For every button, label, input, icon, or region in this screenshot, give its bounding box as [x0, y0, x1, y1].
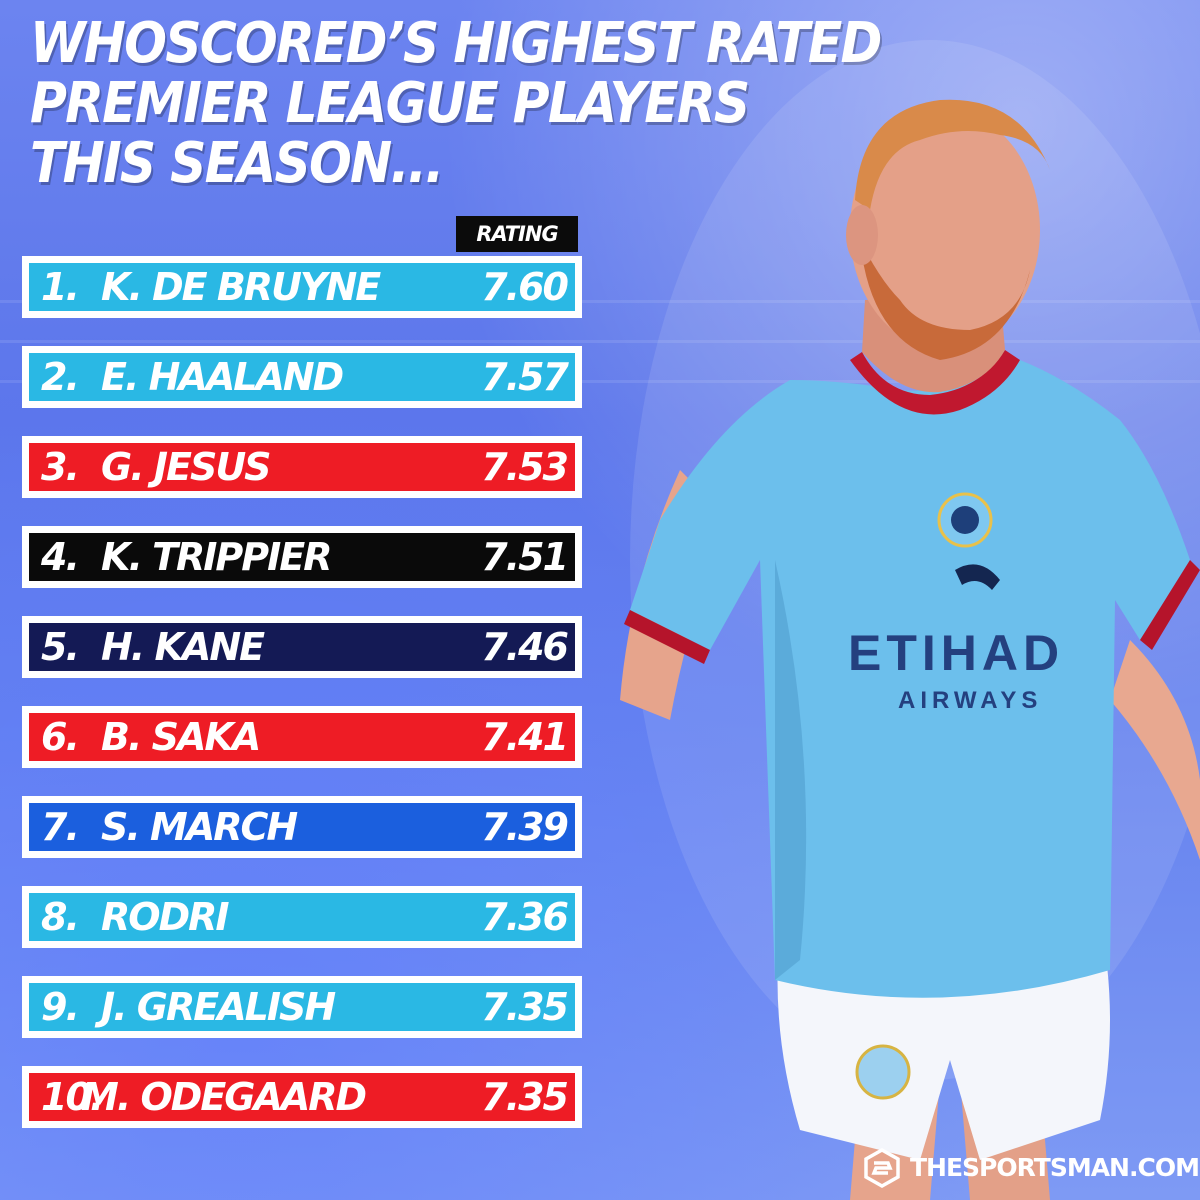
ranking-row: 10. M. ODEGAARD 7.35 [22, 1066, 582, 1128]
row-player-name: RODRI [101, 895, 230, 939]
row-rank: 4. [41, 535, 80, 579]
stadium-stand-line [0, 300, 1200, 303]
title-line-2: PREMIER LEAGUE PLAYERS [30, 71, 750, 136]
ranking-row-bar: 10. M. ODEGAARD 7.35 [29, 1073, 575, 1121]
player-hair [855, 99, 1050, 210]
shirt-sponsor-sub: AIRWAYS [898, 687, 1042, 714]
ranking-row-bar: 2. E. HAALAND 7.57 [29, 353, 575, 401]
row-rating: 7.35 [481, 985, 569, 1029]
row-player-name: K. TRIPPIER [101, 535, 332, 579]
row-rank: 6. [41, 715, 80, 759]
ranking-row: 8. RODRI 7.36 [22, 886, 582, 948]
row-player-name: K. DE BRUYNE [101, 265, 381, 309]
row-player-name: J. GREALISH [101, 985, 336, 1029]
player-shirt [630, 360, 1190, 998]
ranking-row-bar: 5. H. KANE 7.46 [29, 623, 575, 671]
row-rank: 2. [41, 355, 80, 399]
ranking-row: 6. B. SAKA 7.41 [22, 706, 582, 768]
player-beard [860, 240, 1030, 360]
shirt-shade [775, 560, 807, 980]
player-right-arm [1110, 640, 1200, 860]
title-line-3: THIS SEASON... [30, 131, 444, 196]
player-head [850, 110, 1040, 350]
stadium-stand-line [0, 340, 1200, 343]
player-photo: ETIHAD AIRWAYS [620, 40, 1200, 1200]
stadium-stand-line [0, 380, 1200, 383]
row-rank: 3. [41, 445, 80, 489]
sleeve-trim-left [624, 610, 710, 664]
row-rank: 1. [41, 265, 80, 309]
brand-hexagon-icon [864, 1148, 900, 1188]
page-title: WHOSCORED’S HIGHEST RATED PREMIER LEAGUE… [30, 14, 930, 194]
ranking-row: 4. K. TRIPPIER 7.51 [22, 526, 582, 588]
player-ear [846, 205, 878, 265]
row-player-name: H. KANE [101, 625, 265, 669]
ranking-row-bar: 6. B. SAKA 7.41 [29, 713, 575, 761]
kit-brand-logo-icon [955, 564, 1000, 590]
brand-name: THESPORTSMAN.COM [910, 1153, 1200, 1182]
ranking-row: 3. G. JESUS 7.53 [22, 436, 582, 498]
shirt-sponsor-main: ETIHAD [848, 625, 1064, 681]
ranking-row-bar: 1. K. DE BRUYNE 7.60 [29, 263, 575, 311]
sleeve-trim-right [1140, 560, 1200, 650]
club-badge-inner [951, 506, 979, 534]
brand-logo: THESPORTSMAN.COM [862, 1148, 1200, 1188]
row-player-name: B. SAKA [101, 715, 261, 759]
ranking-row-bar: 3. G. JESUS 7.53 [29, 443, 575, 491]
ranking-row-bar: 8. RODRI 7.36 [29, 893, 575, 941]
row-player-name: S. MARCH [101, 805, 298, 849]
ranking-row: 9. J. GREALISH 7.35 [22, 976, 582, 1038]
ranking-row: 5. H. KANE 7.46 [22, 616, 582, 678]
ranking-row: 7. S. MARCH 7.39 [22, 796, 582, 858]
shirt-collar [850, 350, 1020, 415]
row-rating: 7.41 [481, 715, 569, 759]
row-rating: 7.36 [481, 895, 569, 939]
row-player-name: E. HAALAND [101, 355, 344, 399]
title-line-1: WHOSCORED’S HIGHEST RATED [30, 11, 882, 76]
row-rating: 7.39 [481, 805, 569, 849]
ranking-row-bar: 4. K. TRIPPIER 7.51 [29, 533, 575, 581]
row-rank: 7. [41, 805, 80, 849]
ranking-row: 1. K. DE BRUYNE 7.60 [22, 256, 582, 318]
row-rank: 10. [41, 1075, 104, 1119]
row-rating: 7.35 [481, 1075, 569, 1119]
row-rating: 7.60 [481, 265, 569, 309]
row-rating: 7.46 [481, 625, 569, 669]
ranking-row-bar: 7. S. MARCH 7.39 [29, 803, 575, 851]
rating-column-header: RATING [456, 216, 578, 252]
row-rank: 9. [41, 985, 80, 1029]
ranking-row-bar: 9. J. GREALISH 7.35 [29, 983, 575, 1031]
ranking-row: 2. E. HAALAND 7.57 [22, 346, 582, 408]
row-player-name: M. ODEGAARD [81, 1075, 367, 1119]
row-rank: 8. [41, 895, 80, 939]
row-rank: 5. [41, 625, 80, 669]
row-rating: 7.57 [481, 355, 569, 399]
shorts-badge-icon [855, 1044, 911, 1100]
row-rating: 7.53 [481, 445, 569, 489]
row-player-name: G. JESUS [101, 445, 272, 489]
row-rating: 7.51 [481, 535, 569, 579]
